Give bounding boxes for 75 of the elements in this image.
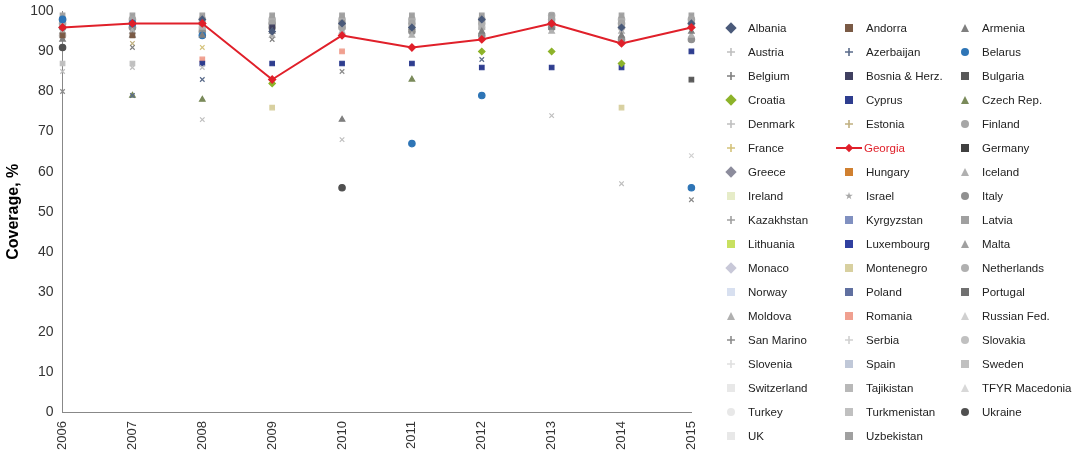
x-tick-label: 2009 [263,421,279,450]
legend-label: Slovakia [982,334,1026,346]
legend-label: Iceland [982,166,1020,178]
legend-label: Austria [748,46,784,58]
legend-label: San Marino [748,334,807,346]
legend-label: Finland [982,118,1020,130]
legend-label: Spain [866,358,896,370]
legend-label: Cyprus [866,94,903,106]
legend-label: Italy [982,190,1004,202]
legend-label: Ireland [748,190,784,202]
y-tick-label: 70 [37,122,54,139]
legend-label: Switzerland [748,382,808,394]
legend-label: Kyrgyzstan [866,214,923,226]
x-tick-label: 2007 [124,421,140,450]
legend-label: Portugal [982,286,1025,298]
legend-label: Bulgaria [982,70,1025,82]
legend-label: Sweden [982,358,1024,370]
legend-label: Monaco [748,262,789,274]
legend-label: Israel [866,190,895,202]
legend-label: TFYR Macedonia [982,382,1072,394]
legend-label: Luxembourg [866,238,930,250]
legend-label: Uzbekistan [866,430,923,442]
y-axis-title: Coverage, % [4,163,22,260]
legend-label: Romania [866,310,913,322]
y-tick-label: 30 [37,282,54,299]
y-tick-label: 20 [37,322,54,339]
legend-label: Montenegro [866,262,928,274]
x-tick-label: 2013 [543,421,559,450]
legend-label: Hungary [866,166,910,178]
legend-label: Croatia [748,94,786,106]
legend-label: Tajikistan [866,382,914,394]
legend-label: Estonia [866,118,905,130]
legend-label: Czech Rep. [982,94,1043,106]
y-tick-label: 60 [37,162,54,179]
legend-label: Norway [748,286,787,298]
x-tick-label: 2006 [54,421,70,450]
y-tick-label: 90 [37,42,54,59]
legend-label: Greece [748,166,786,178]
y-tick-label: 100 [30,2,54,19]
legend-label: Bosnia & Herz. [866,70,943,82]
legend-label: UK [748,430,764,442]
legend-label: Kazakhstan [748,214,809,226]
y-tick-label: 10 [37,362,54,379]
legend-label: Poland [866,286,902,298]
legend-label: Germany [982,142,1030,154]
legend-label: Turkmenistan [866,406,936,418]
x-tick-label: 2011 [403,421,419,450]
legend-label: Ukraine [982,406,1022,418]
x-tick-label: 2012 [473,421,489,450]
legend-label: Andorra [866,22,907,34]
legend-label: Lithuania [748,238,795,250]
legend-label: Moldova [748,310,792,322]
legend-label: Netherlands [982,262,1045,274]
legend-label: Denmark [748,118,795,130]
legend-label: Serbia [866,334,900,346]
y-tick-label: 80 [37,82,54,99]
legend-label: France [748,142,784,154]
y-tick-label: 40 [37,242,54,259]
legend-label: Malta [982,238,1011,250]
legend-label: Latvia [982,214,1013,226]
y-tick-label: 0 [45,402,54,419]
legend-label: Georgia [864,142,905,154]
legend-label: Belgium [748,70,790,82]
legend-label: Russian Fed. [982,310,1050,322]
legend-label: Albania [748,22,787,34]
legend-label: Armenia [982,22,1025,34]
legend-label: Azerbaijan [866,46,921,58]
x-tick-label: 2008 [193,421,209,450]
x-tick-label: 2010 [333,421,349,450]
legend-label: Slovenia [748,358,793,370]
x-tick-label: 2014 [613,421,629,450]
y-tick-label: 50 [37,202,54,219]
legend-label: Turkey [748,406,783,418]
x-tick-label: 2015 [682,421,698,450]
legend-label: Belarus [982,46,1021,58]
